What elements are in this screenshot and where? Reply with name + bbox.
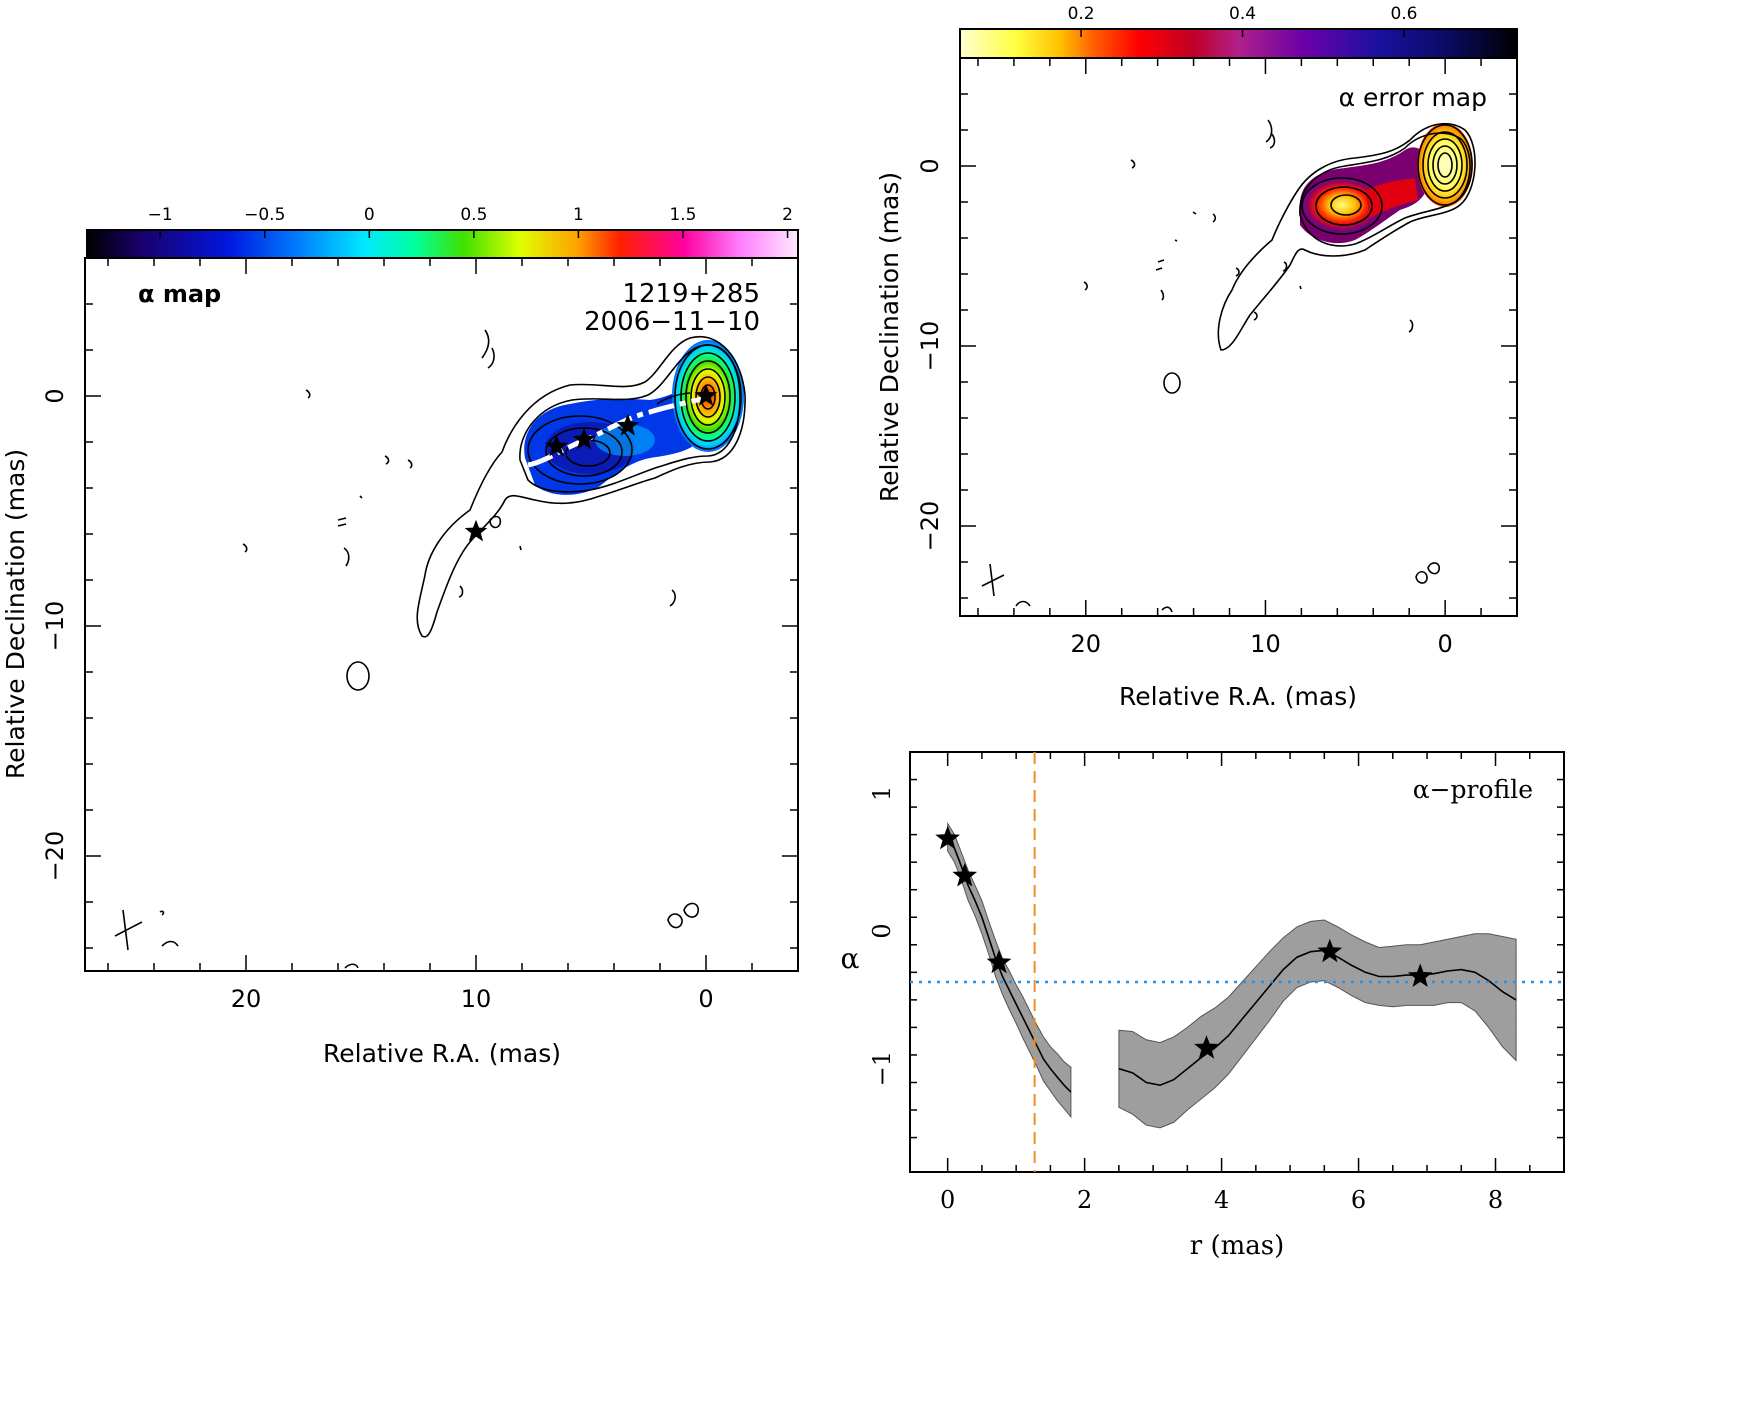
y-tick-label: −20 xyxy=(41,831,69,882)
y-tick-label: 0 xyxy=(868,923,896,938)
error-map-label: α error map xyxy=(1339,83,1487,112)
colorbar-tick-label: 1 xyxy=(573,205,584,225)
profile-label: α−profile xyxy=(1413,775,1533,804)
alpha-ridge-line xyxy=(527,395,707,468)
profile-reference-lines xyxy=(910,752,1564,1172)
colorbar-tick-label: −0.5 xyxy=(244,205,285,225)
error-map-xlabel: Relative R.A. (mas) xyxy=(1119,682,1357,711)
map-star-marker xyxy=(545,434,568,457)
map-star-marker xyxy=(572,427,596,450)
profile-xlabel: r (mas) xyxy=(1190,1231,1284,1261)
observation-date: 2006−11−10 xyxy=(584,307,760,337)
profile-star-marker xyxy=(935,825,960,850)
alpha-map-xlabel: Relative R.A. (mas) xyxy=(323,1039,561,1068)
colorbar-tick-label: 1.5 xyxy=(669,205,696,225)
error-map-ylabel: Relative Declination (mas) xyxy=(875,172,904,502)
colorbar-tick-label: 0.2 xyxy=(1068,4,1095,24)
error-colorbar xyxy=(959,28,1518,59)
y-tick-label: −10 xyxy=(916,321,944,372)
x-tick-label: 2 xyxy=(1077,1186,1092,1214)
alpha-map-label: α map xyxy=(138,280,221,308)
y-tick-label: −1 xyxy=(868,1051,896,1086)
x-tick-label: 10 xyxy=(1250,630,1281,658)
error-map-axis-ticks: 20 10 0 0 −10 −20 xyxy=(916,57,1518,658)
alpha-map-panel: −1 −0.5 0 0.5 1 1.5 2 xyxy=(1,205,799,1068)
map-star-marker xyxy=(694,384,718,406)
y-tick-label: −10 xyxy=(41,601,69,652)
x-tick-label: 20 xyxy=(1071,630,1102,658)
alpha-map-axis-ticks: 20 10 0 0 −10 −20 xyxy=(41,257,799,1013)
profile-star-marker xyxy=(1317,938,1343,963)
x-tick-label: 10 xyxy=(461,985,492,1013)
x-tick-label: 8 xyxy=(1488,1186,1503,1214)
source-name: 1219+285 xyxy=(622,279,760,309)
colorbar-tick-label: 0 xyxy=(364,205,375,225)
profile-star-marker xyxy=(952,862,978,887)
error-contours xyxy=(1015,119,1476,613)
error-map-panel: 0.2 0.4 0.6 xyxy=(875,4,1518,711)
alpha-map-stars xyxy=(464,384,718,542)
alpha-colorbar xyxy=(86,229,799,259)
profile-star-marker xyxy=(986,949,1012,974)
profile-error-band xyxy=(947,821,1072,1119)
error-core-color xyxy=(1417,123,1473,207)
y-tick-label: 0 xyxy=(41,388,69,403)
profile-error-band xyxy=(1118,919,1517,1129)
alpha-colorbar-ticks: −1 −0.5 0 0.5 1 1.5 2 xyxy=(148,205,793,238)
x-tick-label: 0 xyxy=(1437,630,1452,658)
profile-error-bands xyxy=(947,821,1517,1129)
error-colorbar-ticks: 0.2 0.4 0.6 xyxy=(1068,4,1418,37)
colorbar-tick-label: −1 xyxy=(148,205,173,225)
x-tick-label: 4 xyxy=(1214,1186,1229,1214)
error-jet-bridge xyxy=(1365,178,1418,218)
alpha-beam-cross xyxy=(114,909,143,951)
profile-lines xyxy=(947,836,1517,1093)
profile-star-marker xyxy=(1194,1035,1219,1059)
alpha-map-frame xyxy=(84,257,799,972)
colorbar-tick-label: 0.6 xyxy=(1390,4,1417,24)
profile-frame xyxy=(909,751,1565,1173)
alpha-contours xyxy=(159,329,746,969)
y-tick-label: −20 xyxy=(916,501,944,552)
x-tick-label: 0 xyxy=(698,985,713,1013)
colorbar-tick-label: 0.5 xyxy=(460,205,487,225)
profile-alpha-line xyxy=(947,836,1072,1093)
x-tick-label: 6 xyxy=(1351,1186,1366,1214)
y-tick-label: 0 xyxy=(916,158,944,173)
map-star-marker xyxy=(464,519,488,542)
x-tick-label: 0 xyxy=(940,1186,955,1214)
x-tick-label: 20 xyxy=(231,985,262,1013)
y-tick-label: 1 xyxy=(868,786,896,801)
profile-alpha-line xyxy=(1118,949,1517,1087)
alpha-map-ylabel: Relative Declination (mas) xyxy=(1,449,30,779)
profile-axis-ticks: 0 2 4 6 810−1 xyxy=(868,752,1565,1214)
alpha-jet-knot-cyan xyxy=(595,424,655,456)
profile-stars xyxy=(935,825,1433,1059)
alpha-profile-panel: 0 2 4 6 810−1 α−profile r (mas) α xyxy=(841,751,1565,1261)
profile-ylabel: α xyxy=(841,942,860,975)
error-beam-cross xyxy=(981,563,1005,597)
error-map-frame xyxy=(959,57,1518,617)
profile-star-marker xyxy=(1407,963,1433,987)
colorbar-tick-label: 0.4 xyxy=(1229,4,1256,24)
map-star-marker xyxy=(616,413,640,436)
colorbar-tick-label: 2 xyxy=(782,205,793,225)
